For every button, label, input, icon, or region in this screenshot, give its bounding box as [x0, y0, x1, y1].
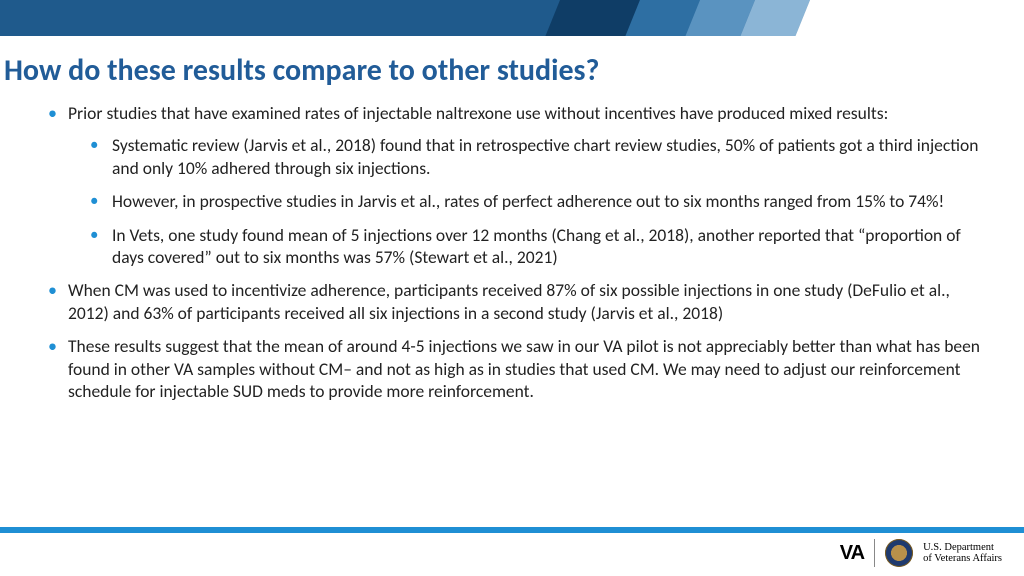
banner-stripe — [795, 0, 1024, 36]
dept-line-1: U.S. Department — [923, 542, 1002, 553]
va-wordmark: VA — [840, 542, 864, 565]
bullet-text: Systematic review (Jarvis et al., 2018) … — [112, 134, 978, 178]
bullet-text: In Vets, one study found mean of 5 injec… — [112, 224, 961, 268]
slide-title: How do these results compare to other st… — [4, 52, 599, 89]
bullet-l2: However, in prospective studies in Jarvi… — [90, 190, 994, 212]
top-banner — [0, 0, 1024, 36]
bullet-text: When CM was used to incentivize adherenc… — [68, 279, 950, 323]
bullet-l2: Systematic review (Jarvis et al., 2018) … — [90, 134, 994, 179]
slide: How do these results compare to other st… — [0, 0, 1024, 576]
dept-text: U.S. Department of Veterans Affairs — [923, 542, 1002, 564]
va-seal-icon — [885, 539, 913, 567]
bullet-l1: These results suggest that the mean of a… — [48, 335, 994, 402]
dept-line-2: of Veterans Affairs — [923, 553, 1002, 564]
bullet-l1: When CM was used to incentivize adherenc… — [48, 279, 994, 324]
footer-divider — [874, 539, 875, 567]
slide-body: Prior studies that have examined rates o… — [48, 102, 994, 413]
bullet-text: Prior studies that have examined rates o… — [68, 102, 888, 124]
bullet-text: However, in prospective studies in Jarvi… — [112, 190, 944, 212]
bullet-text: These results suggest that the mean of a… — [68, 335, 980, 402]
banner-stripe — [545, 0, 640, 36]
footer: VA U.S. Department of Veterans Affairs — [840, 536, 1002, 570]
bullet-l2: In Vets, one study found mean of 5 injec… — [90, 224, 994, 269]
bullet-l1: Prior studies that have examined rates o… — [48, 102, 994, 268]
bottom-accent-bar — [0, 527, 1024, 533]
